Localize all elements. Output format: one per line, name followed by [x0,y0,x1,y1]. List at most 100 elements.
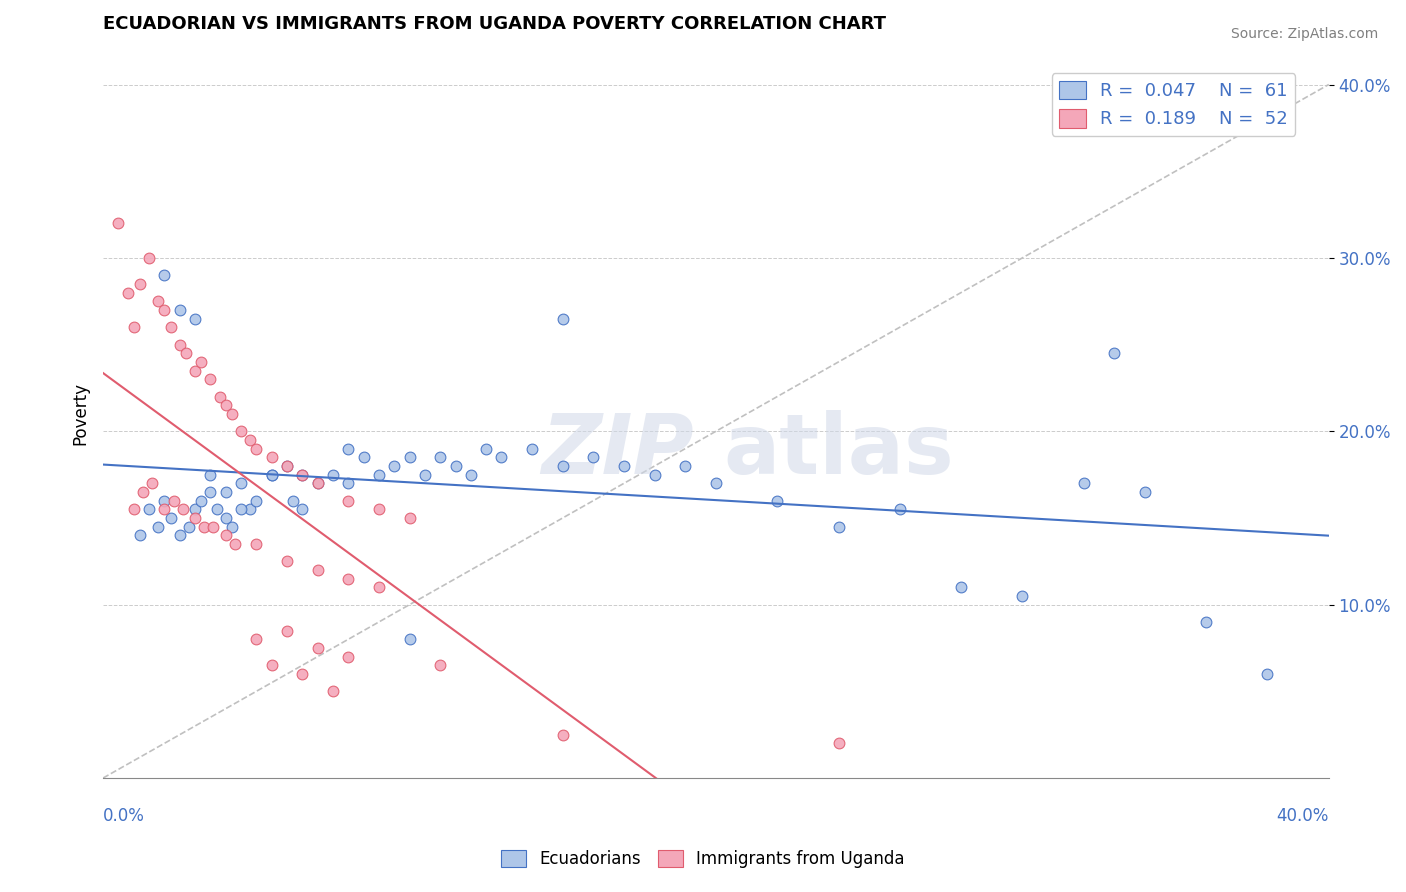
Point [1104,346,1126,360]
Point [582,450,605,465]
Point [276,458,298,473]
Point [460,467,482,482]
Point [291,467,314,482]
Point [276,554,298,568]
Point [1195,615,1218,629]
Point [551,728,574,742]
Point [172,502,194,516]
Point [190,493,212,508]
Point [215,485,238,500]
Point [221,407,243,421]
Point [291,667,314,681]
Point [162,493,184,508]
Point [221,519,243,533]
Point [229,502,252,516]
Point [200,372,222,386]
Point [1011,589,1033,603]
Point [644,467,666,482]
Text: atlas: atlas [723,409,953,491]
Point [239,433,262,447]
Point [444,458,467,473]
Point [827,519,849,533]
Point [307,476,329,491]
Point [337,476,360,491]
Point [205,502,228,516]
Text: Source: ZipAtlas.com: Source: ZipAtlas.com [1230,27,1378,41]
Point [122,502,145,516]
Point [224,537,246,551]
Point [398,450,420,465]
Point [107,216,129,230]
Point [193,519,215,533]
Point [1256,667,1278,681]
Point [153,302,176,317]
Point [1073,476,1095,491]
Point [141,476,163,491]
Point [229,424,252,438]
Point [382,458,405,473]
Point [208,390,231,404]
Point [337,442,360,456]
Point [202,519,225,533]
Point [337,572,360,586]
Point [307,563,329,577]
Point [1133,485,1156,500]
Point [153,502,176,516]
Point [367,467,389,482]
Point [367,502,389,516]
Point [276,624,298,638]
Legend: Ecuadorians, Immigrants from Uganda: Ecuadorians, Immigrants from Uganda [495,843,911,875]
Point [704,476,727,491]
Point [291,502,314,516]
Point [190,355,212,369]
Point [281,493,304,508]
Text: 40.0%: 40.0% [1277,807,1329,825]
Point [200,467,222,482]
Text: ZIP: ZIP [541,409,695,491]
Point [673,458,696,473]
Point [153,493,176,508]
Point [353,450,375,465]
Text: 0.0%: 0.0% [103,807,145,825]
Point [260,467,283,482]
Point [148,519,170,533]
Point [138,502,160,516]
Point [245,493,267,508]
Point [429,658,451,673]
Point [215,528,238,542]
Point [827,736,849,750]
Point [184,511,207,525]
Point [159,511,181,525]
Point [307,640,329,655]
Point [766,493,789,508]
Point [337,649,360,664]
Point [260,467,283,482]
Point [129,277,152,291]
Point [229,476,252,491]
Point [491,450,513,465]
Text: ECUADORIAN VS IMMIGRANTS FROM UGANDA POVERTY CORRELATION CHART: ECUADORIAN VS IMMIGRANTS FROM UGANDA POV… [103,15,886,33]
Legend: R =  0.047    N =  61, R =  0.189    N =  52: R = 0.047 N = 61, R = 0.189 N = 52 [1052,73,1295,136]
Point [950,580,973,594]
Point [177,519,200,533]
Point [613,458,636,473]
Point [429,450,451,465]
Point [184,363,207,377]
Point [260,450,283,465]
Point [174,346,197,360]
Point [307,476,329,491]
Point [184,502,207,516]
Point [184,311,207,326]
Y-axis label: Poverty: Poverty [72,383,89,445]
Point [322,467,344,482]
Point [398,511,420,525]
Point [398,632,420,647]
Point [245,632,267,647]
Point [291,467,314,482]
Point [245,537,267,551]
Point [260,658,283,673]
Point [239,502,262,516]
Point [122,320,145,334]
Point [367,580,389,594]
Point [132,485,155,500]
